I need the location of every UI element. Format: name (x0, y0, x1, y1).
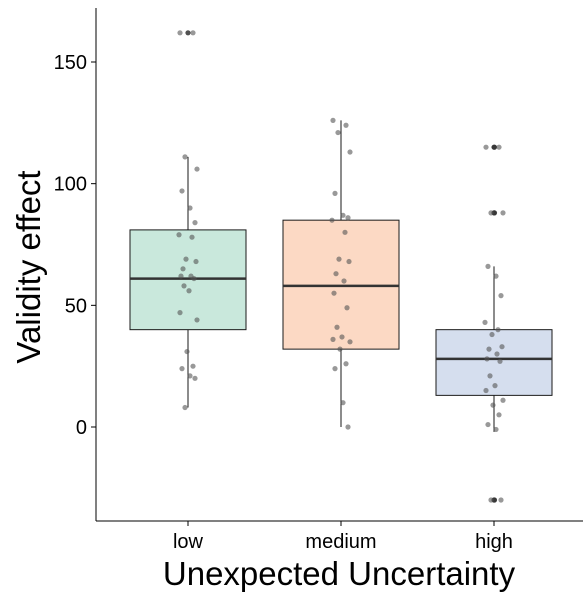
x-tick-label: low (173, 531, 204, 553)
y-tick-label: 50 (65, 295, 87, 317)
data-point (494, 351, 500, 357)
data-point (341, 278, 347, 284)
data-point (335, 129, 341, 136)
data-point (192, 220, 198, 226)
data-point (497, 358, 503, 364)
data-point (187, 373, 193, 379)
data-point (487, 373, 493, 379)
data-point (330, 336, 336, 342)
data-point (500, 397, 506, 403)
data-point (179, 366, 185, 372)
data-point (331, 290, 337, 296)
data-point (183, 256, 189, 262)
axes-layer: 0 50 100 150 low medium high (54, 8, 583, 553)
data-point (184, 348, 190, 355)
data-point (176, 232, 182, 238)
y-tick-label: 100 (54, 174, 87, 196)
data-point (495, 327, 501, 333)
data-point (329, 217, 335, 223)
data-point (496, 144, 502, 150)
data-point (182, 404, 188, 411)
x-axis-title: Unexpected Uncertainty (163, 555, 516, 592)
data-point (337, 346, 343, 352)
data-point (194, 317, 200, 323)
data-point (347, 149, 353, 155)
data-point (484, 356, 490, 362)
data-point (340, 212, 346, 218)
y-tick-label: 0 (76, 417, 87, 439)
data-point (190, 363, 196, 369)
data-point (346, 258, 352, 265)
data-point (493, 426, 499, 433)
data-point (180, 266, 186, 272)
data-point (178, 273, 184, 279)
data-point (488, 497, 494, 503)
outlier-point (491, 144, 498, 150)
data-point (339, 334, 345, 340)
y-axis-title: Validity effect (10, 170, 47, 363)
boxes-layer (129, 120, 553, 432)
data-point (483, 144, 489, 150)
data-point (334, 324, 340, 330)
data-point (482, 319, 488, 325)
data-point (181, 283, 187, 289)
data-point (332, 190, 338, 196)
data-point (347, 339, 353, 345)
data-point (336, 256, 342, 262)
data-point (489, 331, 495, 338)
data-point (194, 166, 200, 172)
data-point (177, 310, 183, 316)
data-point (190, 30, 196, 36)
data-point (499, 344, 505, 350)
x-tick-label: medium (305, 531, 376, 553)
data-point (193, 258, 199, 265)
data-point (490, 402, 496, 408)
data-point (493, 273, 499, 279)
data-point (191, 275, 197, 282)
data-point (483, 387, 489, 394)
data-point (485, 421, 491, 428)
data-point (485, 263, 491, 269)
data-point (343, 122, 349, 128)
data-point (496, 412, 502, 418)
data-point (486, 346, 492, 352)
data-point (189, 234, 195, 240)
data-point (488, 210, 494, 216)
data-point (177, 30, 183, 36)
data-point (342, 229, 348, 235)
data-point (500, 210, 506, 216)
data-point (186, 288, 192, 294)
data-point (179, 188, 185, 194)
y-tick-label: 150 (54, 52, 87, 74)
data-point (344, 305, 350, 311)
data-point (340, 400, 346, 406)
data-point (187, 205, 193, 211)
data-point (498, 293, 504, 299)
data-point (343, 361, 349, 367)
data-point (333, 271, 339, 277)
data-point (492, 383, 498, 389)
x-tick-label: high (475, 531, 513, 553)
data-point (182, 154, 188, 160)
data-point (192, 375, 198, 381)
data-point (498, 497, 504, 503)
data-point (330, 117, 336, 123)
points-layer (176, 30, 506, 503)
data-point (345, 215, 351, 221)
data-point (332, 366, 338, 372)
outlier-point (185, 30, 191, 36)
data-point (345, 424, 351, 430)
